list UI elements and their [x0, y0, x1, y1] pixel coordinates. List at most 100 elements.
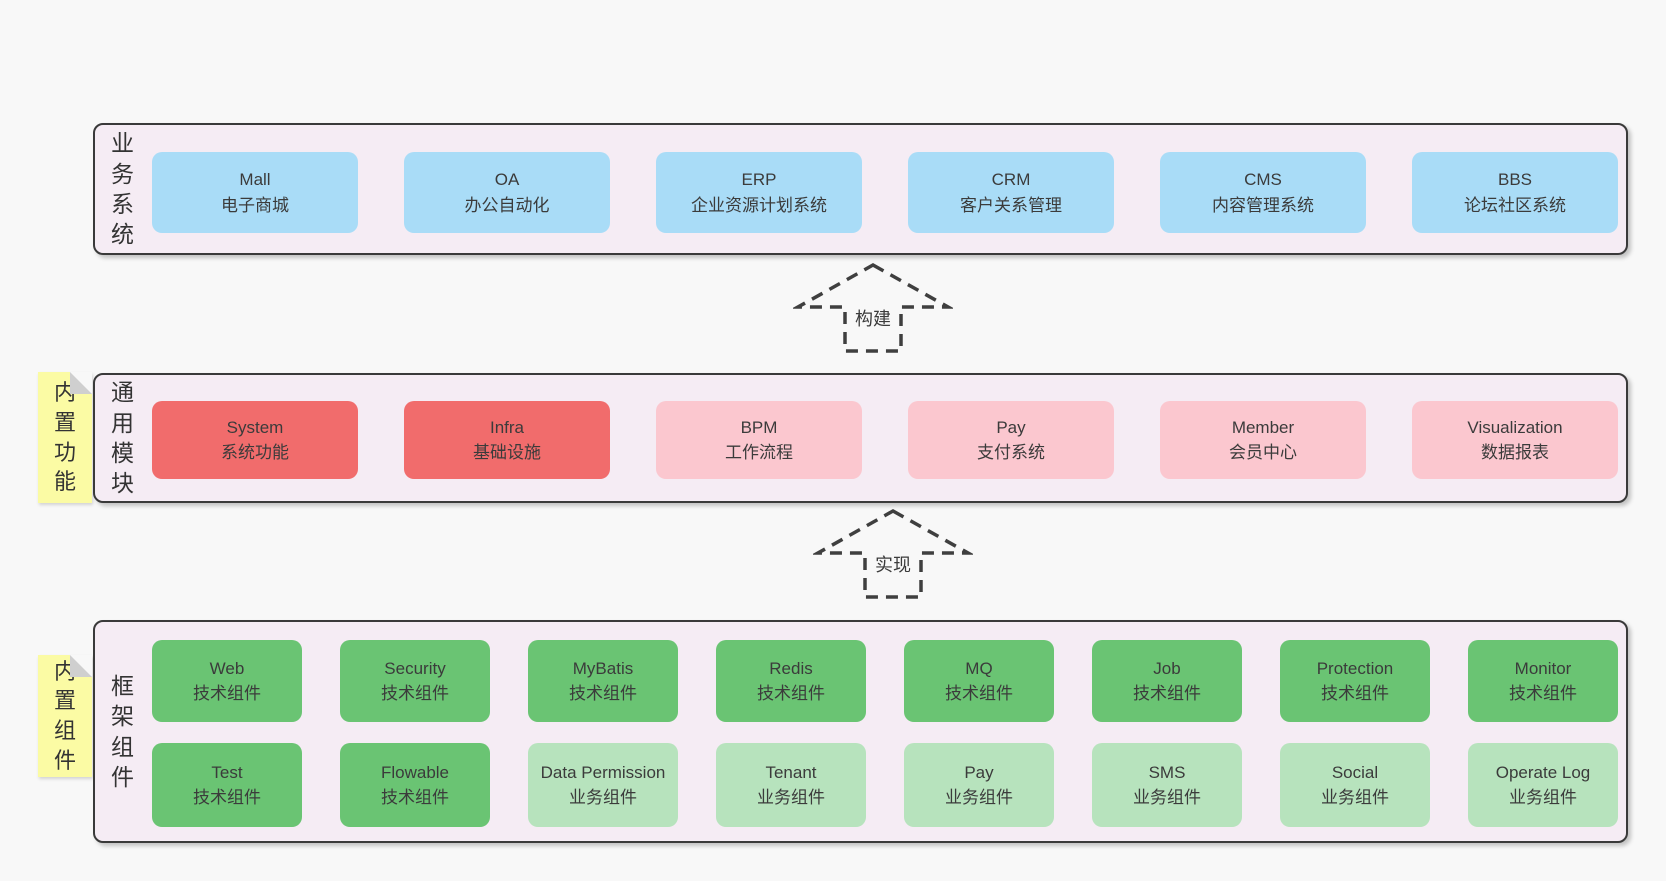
box-title: Job [1153, 658, 1181, 678]
box-flowable: Flowable 技术组件 [340, 743, 490, 827]
box-subtitle: 业务组件 [1133, 788, 1201, 807]
box-monitor: Monitor 技术组件 [1468, 640, 1618, 722]
box-bbs: BBS 论坛社区系统 [1412, 152, 1618, 233]
box-title: Member [1231, 417, 1295, 437]
box-visualization: Visualization 数据报表 [1412, 401, 1618, 479]
box-subtitle: 技术组件 [1509, 684, 1577, 703]
box-mybatis: MyBatis 技术组件 [528, 640, 678, 722]
box-data-permission: Data Permission 业务组件 [528, 743, 678, 827]
box-mq: MQ 技术组件 [904, 640, 1054, 722]
framework-components-label: 框架组件 [111, 672, 134, 790]
box-operate-log: Operate Log 业务组件 [1468, 743, 1618, 827]
box-subtitle: 技术组件 [569, 684, 637, 703]
box-title: BBS [1497, 170, 1533, 189]
box-bpm: BPM 工作流程 [656, 401, 862, 479]
box-title: MQ [965, 658, 993, 678]
box-security: Security 技术组件 [340, 640, 490, 722]
box-title: System [226, 417, 284, 437]
box-subtitle: 技术组件 [193, 684, 261, 703]
box-title: Operate Log [1495, 762, 1591, 782]
box-title: Monitor [1514, 658, 1572, 678]
note-fold-icon [70, 372, 92, 394]
build-arrow-label: 构建 [855, 309, 891, 329]
box-subtitle: 论坛社区系统 [1464, 195, 1566, 215]
box-title: Protection [1316, 658, 1394, 678]
box-test: Test 技术组件 [152, 743, 302, 827]
box-subtitle: 客户关系管理 [960, 195, 1062, 215]
box-erp: ERP 企业资源计划系统 [656, 152, 862, 233]
box-job: Job 技术组件 [1092, 640, 1242, 722]
box-title: Web [209, 658, 245, 678]
box-sms: SMS 业务组件 [1092, 743, 1242, 827]
common-modules-container: 通用模块 System 系统功能 Infra 基础设施 BPM 工作流程 Pay… [93, 373, 1628, 503]
box-title: Data Permission [540, 762, 666, 782]
box-protection: Protection 技术组件 [1280, 640, 1430, 722]
box-subtitle: 企业资源计划系统 [691, 195, 827, 215]
framework-components-row1: Web 技术组件 Security 技术组件 MyBatis 技术组件 Redi… [152, 640, 1618, 722]
note-fold-icon [70, 655, 92, 677]
box-subtitle: 基础设施 [473, 443, 541, 462]
box-infra: Infra 基础设施 [404, 401, 610, 479]
box-subtitle: 工作流程 [725, 443, 793, 462]
box-title: Redis [769, 658, 813, 678]
box-subtitle: 会员中心 [1229, 443, 1297, 462]
box-tenant: Tenant 业务组件 [716, 743, 866, 827]
box-subtitle: 业务组件 [945, 788, 1013, 807]
box-redis: Redis 技术组件 [716, 640, 866, 722]
box-subtitle: 技术组件 [757, 684, 825, 703]
box-subtitle: 技术组件 [1133, 684, 1201, 703]
box-subtitle: 技术组件 [381, 788, 449, 807]
box-title: CRM [991, 170, 1031, 189]
box-title: CMS [1244, 170, 1282, 189]
implement-arrow-label: 实现 [875, 555, 911, 575]
box-title: OA [494, 170, 520, 189]
box-title: Mall [239, 170, 271, 189]
built-in-features-label: 内置功能 [54, 380, 77, 495]
common-modules-label: 通用模块 [111, 379, 134, 497]
box-title: Infra [489, 417, 525, 437]
box-subtitle: 支付系统 [977, 443, 1045, 462]
box-web: Web 技术组件 [152, 640, 302, 722]
framework-components-container: 框架组件 Web 技术组件 Security 技术组件 MyBatis 技术组件… [93, 620, 1628, 843]
box-subtitle: 业务组件 [569, 788, 637, 807]
box-title: ERP [741, 170, 777, 189]
common-modules-row: System 系统功能 Infra 基础设施 BPM 工作流程 Pay 支付系统… [152, 401, 1618, 479]
box-cms: CMS 内容管理系统 [1160, 152, 1366, 233]
box-title: Pay [996, 417, 1026, 437]
box-title: Social [1331, 762, 1379, 782]
box-pay-component: Pay 业务组件 [904, 743, 1054, 827]
box-subtitle: 技术组件 [945, 684, 1013, 703]
box-mall: Mall 电子商城 [152, 152, 358, 233]
box-social: Social 业务组件 [1280, 743, 1430, 827]
box-subtitle: 业务组件 [1509, 788, 1577, 807]
box-title: Flowable [380, 762, 450, 782]
box-subtitle: 内容管理系统 [1212, 195, 1314, 215]
box-subtitle: 技术组件 [193, 788, 261, 807]
box-subtitle: 技术组件 [381, 684, 449, 703]
box-subtitle: 数据报表 [1481, 443, 1549, 462]
business-systems-container: 业务系统 Mall 电子商城 OA 办公自动化 ERP 企业资源计划系统 CRM… [93, 123, 1628, 255]
box-subtitle: 技术组件 [1321, 684, 1389, 703]
box-title: SMS [1148, 762, 1186, 782]
built-in-components-label: 内置组件 [54, 658, 77, 773]
box-title: Pay [964, 762, 994, 782]
box-system: System 系统功能 [152, 401, 358, 479]
box-title: Visualization [1467, 417, 1563, 437]
box-subtitle: 业务组件 [757, 788, 825, 807]
built-in-components-note: 内置组件 [38, 655, 92, 777]
built-in-features-note: 内置功能 [38, 372, 92, 503]
box-oa: OA 办公自动化 [404, 152, 610, 233]
box-title: BPM [740, 417, 778, 437]
business-systems-label: 业务系统 [111, 130, 134, 248]
box-subtitle: 系统功能 [221, 443, 289, 462]
box-subtitle: 办公自动化 [464, 195, 550, 215]
implement-arrow-icon: 实现 [813, 508, 973, 599]
box-subtitle: 电子商城 [221, 195, 289, 215]
box-subtitle: 业务组件 [1321, 788, 1389, 807]
box-pay-system: Pay 支付系统 [908, 401, 1114, 479]
box-title: MyBatis [572, 658, 634, 678]
business-systems-row: Mall 电子商城 OA 办公自动化 ERP 企业资源计划系统 CRM 客户关系… [152, 152, 1618, 233]
framework-components-row2: Test 技术组件 Flowable 技术组件 Data Permission … [152, 743, 1618, 827]
box-title: Security [384, 658, 446, 678]
